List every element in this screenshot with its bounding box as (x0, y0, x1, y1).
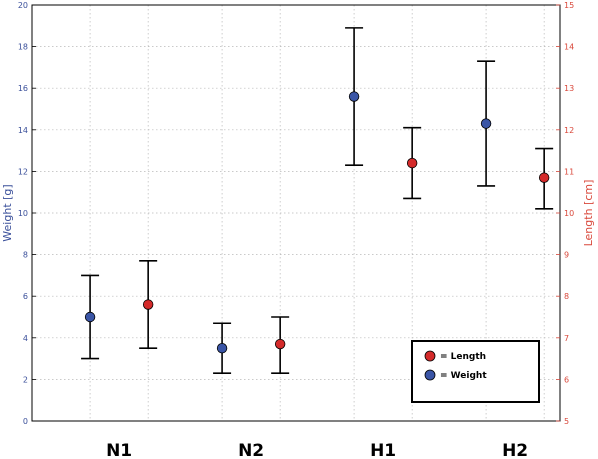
weight-point (348, 91, 360, 102)
left-tick-label: 6 (23, 292, 28, 301)
right-tick-label: 5 (564, 417, 569, 426)
legend-box (411, 340, 540, 403)
left-tick-label: 8 (23, 251, 28, 260)
length-point (406, 157, 418, 169)
legend-length-marker (424, 350, 436, 362)
left-tick-label: 20 (18, 1, 28, 10)
left-tick-label: 12 (18, 167, 28, 176)
left-tick-label: 2 (23, 375, 28, 384)
length-point (142, 299, 154, 310)
left-tick-label: 10 (18, 209, 28, 218)
category-label: H1 (370, 441, 396, 459)
right-tick-label: 15 (564, 1, 574, 10)
right-tick-label: 8 (564, 292, 569, 301)
left-tick-label: 18 (18, 43, 28, 52)
left-tick-label: 0 (23, 417, 28, 426)
length-point (538, 172, 550, 183)
grid (32, 5, 560, 421)
weight-point (216, 343, 228, 354)
data-marks (81, 27, 554, 374)
weight-point (480, 118, 492, 129)
right-axis-ticks: 5 6 7 8 9 10 11 12 13 14 15 (556, 1, 574, 426)
right-tick-label: 6 (564, 375, 569, 384)
legend: = Length = Weight (411, 340, 540, 403)
left-axis-title: Weight [g] (1, 184, 14, 241)
right-tick-label: 11 (564, 167, 574, 176)
category-label: N2 (238, 441, 264, 459)
left-tick-label: 14 (18, 126, 28, 135)
right-tick-label: 14 (564, 43, 574, 52)
right-tick-label: 9 (564, 251, 569, 260)
category-label: N1 (106, 441, 132, 459)
legend-weight-label: = Weight (440, 371, 487, 381)
left-axis-ticks: 0 2 4 6 8 10 12 14 16 18 20 (18, 1, 36, 426)
legend-weight-marker (424, 369, 436, 381)
legend-length-label: = Length (440, 352, 486, 362)
weight-point (84, 311, 96, 323)
right-tick-label: 13 (564, 84, 574, 93)
left-tick-label: 4 (23, 334, 28, 343)
left-tick-label: 16 (18, 84, 28, 93)
length-point (274, 338, 286, 350)
right-axis-title: Length [cm] (582, 180, 595, 247)
right-tick-label: 10 (564, 209, 574, 218)
right-tick-label: 7 (564, 334, 569, 343)
category-label: H2 (502, 441, 528, 459)
right-tick-label: 12 (564, 126, 574, 135)
category-labels: N1 N2 H1 H2 (106, 441, 528, 459)
